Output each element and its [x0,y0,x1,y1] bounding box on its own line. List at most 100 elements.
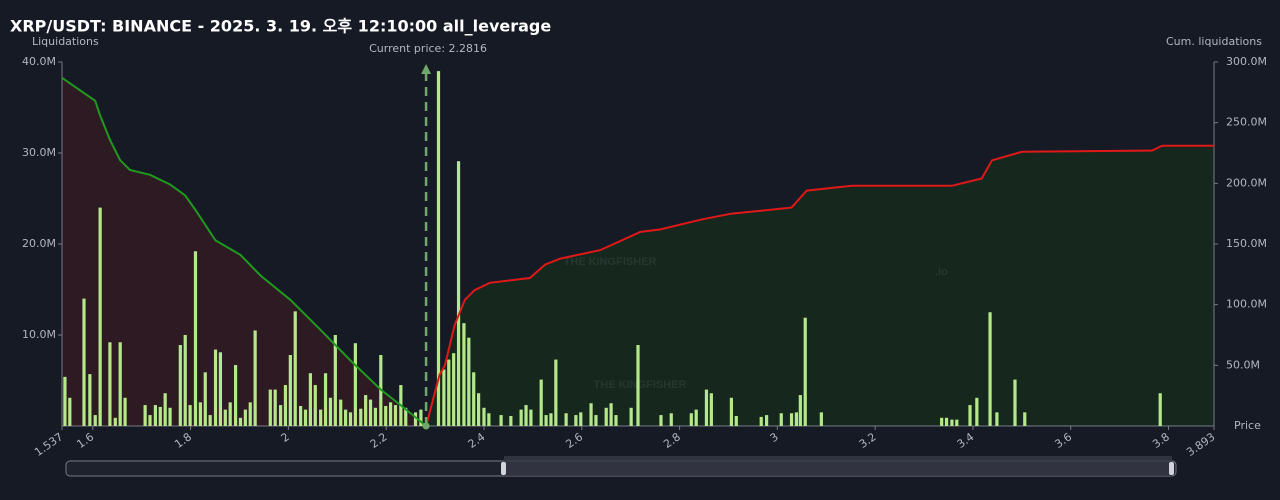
bar [544,415,548,426]
bar [299,405,303,426]
bar [68,397,72,426]
bar [487,413,491,426]
bar [594,415,598,426]
y2-tick-label: 250.0M [1226,116,1267,129]
bar [278,405,283,426]
bar [63,376,67,426]
range-handle-right[interactable] [1169,462,1174,475]
bar [1023,412,1027,426]
bar [554,359,558,426]
bar [293,311,297,426]
bar [388,402,393,426]
bar [549,413,553,426]
bar [734,415,738,426]
y-tick-label: 40.0M [22,55,56,68]
bar [482,407,486,426]
bar [704,389,709,426]
bar [303,409,308,426]
bar [564,413,568,426]
bar [313,385,317,426]
bar [944,417,949,426]
bar [669,413,673,426]
bar [143,405,147,426]
bar [359,408,363,426]
bar [940,417,944,426]
bar [108,342,112,426]
y2-tick-label: 100.0M [1226,298,1267,311]
bar [1158,393,1162,426]
bar [574,415,578,426]
bar [689,413,693,426]
bar [243,409,247,426]
bar [373,407,378,426]
bar [384,405,388,426]
bar [323,373,328,426]
bar [118,342,122,426]
y2-tick-label: 200.0M [1226,176,1267,189]
chart-title: XRP/USDT: BINANCE - 2025. 3. 19. 오후 12:1… [10,17,551,36]
bar [456,161,461,426]
bar [499,415,503,426]
bar [98,207,102,426]
bar [218,352,223,426]
bar [238,417,243,426]
bar [188,405,192,426]
bar [319,409,323,426]
bar [539,379,543,426]
bar [288,355,292,426]
bar [93,415,97,426]
watermark-suffix: .io [935,266,948,278]
bar [368,399,373,426]
bar [819,412,823,426]
x-axis-label: Price [1234,419,1261,432]
bar [789,413,794,426]
bar [343,409,348,426]
bar [759,416,763,426]
current-price-dot [422,422,430,430]
bar [364,395,368,426]
bar [168,407,172,426]
bar [158,406,162,426]
bar [413,412,418,426]
bar [604,407,608,426]
bar [308,373,312,426]
bar [968,405,972,426]
bar [794,412,799,426]
bar [419,409,423,426]
bar [113,417,117,426]
bar [283,385,288,426]
bar [988,312,992,426]
bar [694,409,698,426]
range-handle-left[interactable] [501,462,506,475]
y2-tick-label: 300.0M [1226,55,1267,68]
bar [467,337,471,426]
bar [779,413,783,426]
bar [519,409,523,426]
bar [268,389,272,426]
bar [178,345,182,426]
bar [273,389,277,426]
bar [462,323,466,426]
y-tick-label: 30.0M [22,146,56,159]
bar [153,405,157,426]
current-price-arrow [421,64,432,74]
cum-area [426,145,1214,426]
bar [452,353,456,426]
bar [233,365,238,426]
bar [123,397,127,426]
bar [1013,379,1017,426]
bar [148,415,152,426]
cum-area [62,77,427,427]
bar [436,71,441,426]
y2-tick-label: 150.0M [1226,237,1267,250]
bar [589,403,593,426]
bar [88,374,92,426]
bar [975,397,979,426]
bar [253,330,257,426]
range-selection[interactable] [504,456,1172,476]
bar [223,409,227,426]
bar [709,393,713,426]
bar [228,402,232,426]
y2-tick-label: 50.0M [1226,358,1260,371]
bar [442,369,446,426]
